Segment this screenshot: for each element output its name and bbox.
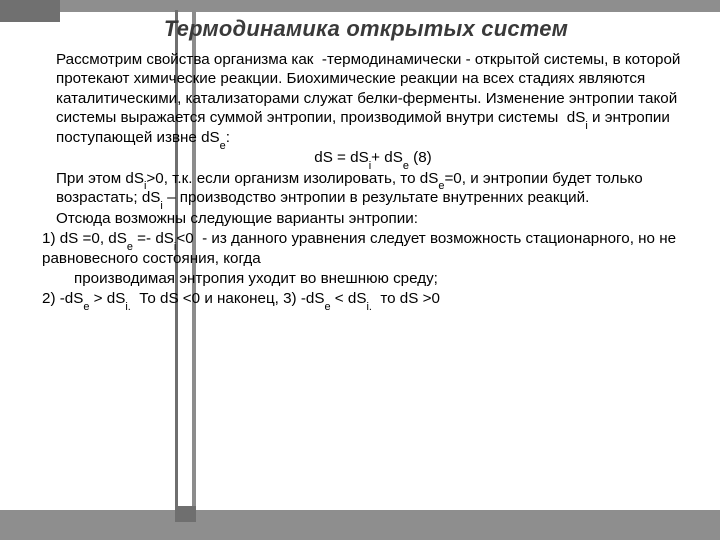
slide-body: Рассмотрим свойства организма как -термо… [42,50,690,309]
slide-title: Термодинамика открытых систем [42,16,690,42]
decor-ledge [178,506,196,522]
equation-8: dS = dSi+ dSe (8) [42,148,690,167]
paragraph-intro: Рассмотрим свойства организма как -термо… [42,50,690,147]
variant-1-cont: производимая энтропия уходит во внешнюю … [42,269,690,288]
paragraph-variants-lead: Отсюда возможны следующие варианты энтро… [42,209,690,228]
paragraph-condition: При этом dSi>0, т.к. если организм изоли… [42,169,690,208]
variant-1: 1) dS =0, dSe =- dSi<0 - из данного урав… [42,229,690,268]
variant-2-3: 2) -dSe > dSi. То dS <0 и наконец, 3) -d… [42,289,690,308]
content-area: Термодинамика открытых систем Рассмотрим… [42,16,690,506]
slide: Термодинамика открытых систем Рассмотрим… [0,0,720,540]
decor-bottom-bar [0,510,720,540]
decor-top-bar [0,0,720,12]
